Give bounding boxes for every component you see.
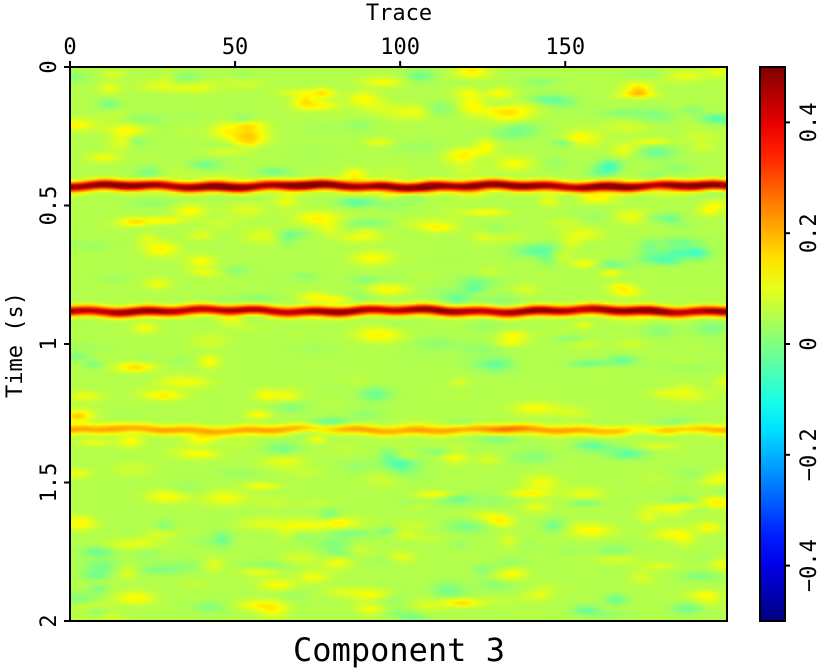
colorbar: −0.4 −0.2 0 0.2 0.4 (759, 66, 819, 622)
colorbar-tick-label: 0.4 (797, 103, 819, 143)
chart-title: Component 3 (293, 631, 505, 668)
heatmap-image (70, 67, 727, 621)
y-tick-label: 1.5 (37, 463, 62, 503)
x-axis-label: Trace (366, 1, 432, 26)
plot-area (69, 66, 728, 622)
y-tick-label: 0.5 (37, 186, 62, 226)
x-tick-label: 100 (380, 35, 420, 60)
y-tick-label: 1 (37, 337, 62, 350)
colorbar-tick-label: −0.2 (797, 428, 819, 481)
colorbar-tick-label: −0.4 (797, 539, 819, 592)
y-axis-label: Time (s) (3, 292, 28, 398)
x-tick-label: 150 (545, 35, 585, 60)
colorbar-bar (759, 66, 786, 622)
axes: 0 50 100 150 0 0.5 1 1.5 2 (37, 35, 585, 628)
x-tick-label: 50 (222, 35, 249, 60)
x-tick-label: 0 (63, 35, 76, 60)
y-tick-label: 2 (37, 614, 62, 627)
y-tick-label: 0 (37, 60, 62, 73)
colorbar-tick-label: 0 (797, 337, 819, 350)
colorbar-tick-label: 0.2 (797, 213, 819, 253)
